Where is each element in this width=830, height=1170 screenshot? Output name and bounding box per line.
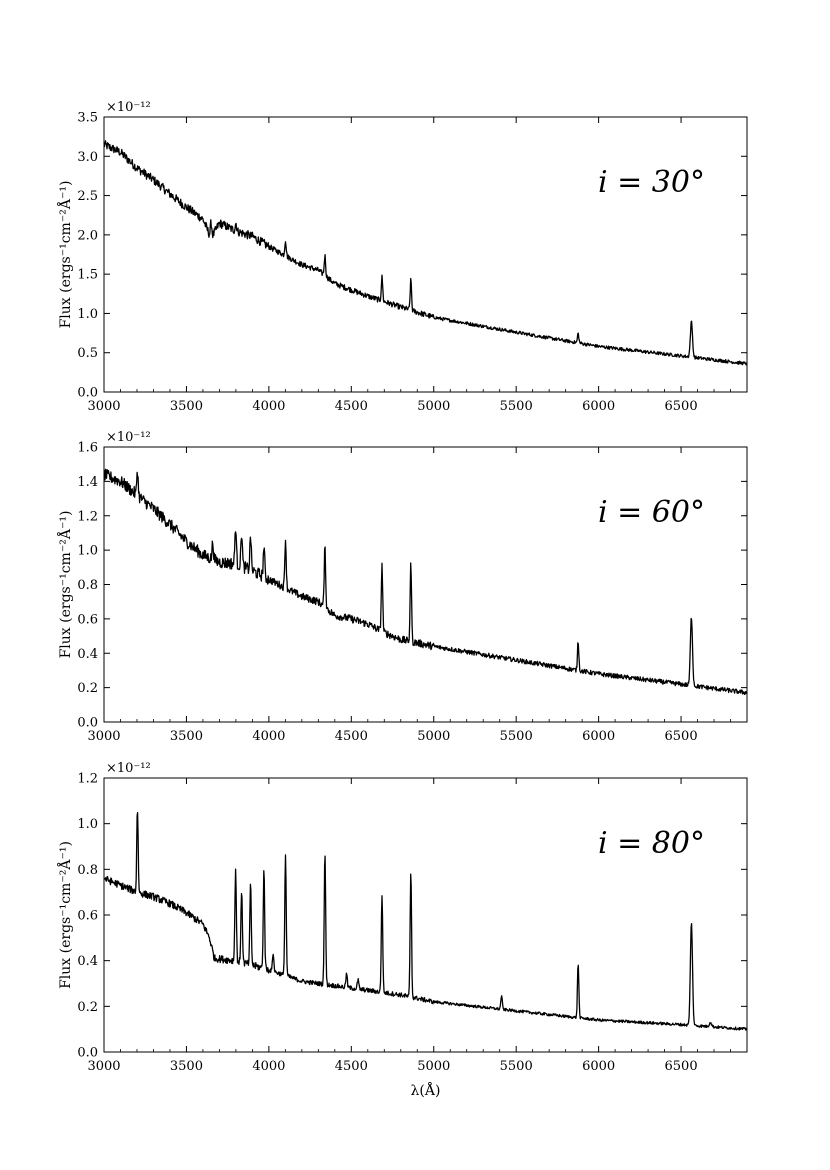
y-tick-label: 0.0: [77, 386, 98, 401]
y-multiplier: ×10⁻¹²: [106, 430, 151, 445]
x-tick-label: 6000: [582, 729, 615, 744]
panel-3: 3000 3500 4000 4500 5000 5500 6000 6500 0.0 0.2 0.…: [56, 761, 748, 1099]
y-tick-label: 3.0: [77, 150, 98, 165]
x-axis-label: λ(Å): [411, 1081, 441, 1099]
x-tick-label: 4500: [335, 399, 368, 414]
x-tick-label: 6000: [582, 399, 615, 414]
spectrum-line: [103, 468, 748, 696]
x-tick-label: 3500: [170, 1059, 203, 1074]
x-tick-label: 5000: [417, 1059, 450, 1074]
plot-frame: [103, 777, 748, 1053]
inclination-annotation: i = 80°: [598, 826, 705, 861]
y-tick-label: 3.5: [77, 111, 98, 126]
x-tick-label: 4000: [252, 729, 285, 744]
x-tick-label: 5000: [417, 729, 450, 744]
y-tick-label: 1.0: [77, 307, 98, 322]
x-tick-label: 5500: [500, 729, 533, 744]
x-tick-label: 4500: [335, 1059, 368, 1074]
y-tick-label: 0.6: [77, 612, 98, 627]
x-tick-label: 6500: [665, 729, 698, 744]
y-tick-label: 0.8: [77, 863, 98, 878]
x-tick-label: 5000: [417, 399, 450, 414]
y-tick-label: 1.2: [77, 772, 98, 787]
x-tick-label: 6500: [665, 1059, 698, 1074]
panel-1: 3000 3500 4000 4500 5000 5500 6000 6500 0.0 0.5 1.…: [56, 100, 748, 414]
y-axis-label: Flux (ergs⁻¹cm⁻²Å⁻¹): [56, 841, 74, 989]
x-tick-label: 3000: [87, 399, 120, 414]
x-tick-label: 3500: [170, 729, 203, 744]
x-tick-label: 4500: [335, 729, 368, 744]
y-tick-label: 0.6: [77, 909, 98, 924]
y-tick-label: 1.0: [77, 544, 98, 559]
x-tick-label: 3500: [170, 399, 203, 414]
x-tick-label: 6500: [665, 399, 698, 414]
y-tick-label: 0.0: [77, 716, 98, 731]
y-tick-label: 1.4: [77, 475, 98, 490]
x-tick-label: 5500: [500, 1059, 533, 1074]
y-tick-label: 0.4: [77, 954, 98, 969]
y-axis-label: Flux (ergs⁻¹cm⁻²Å⁻¹): [56, 511, 74, 659]
y-tick-label: 2.5: [77, 189, 98, 204]
y-axis-label: Flux (ergs⁻¹cm⁻²Å⁻¹): [56, 181, 74, 329]
y-tick-label: 0.2: [77, 681, 98, 696]
y-tick-label: 0.5: [77, 346, 98, 361]
x-tick-label: 6000: [582, 1059, 615, 1074]
y-multiplier: ×10⁻¹²: [106, 761, 151, 776]
x-tick-label: 5500: [500, 399, 533, 414]
panel-2: 3000 3500 4000 4500 5000 5500 6000 6500 0.0 0.2 0.…: [56, 430, 748, 744]
x-tick-label: 3000: [87, 1059, 120, 1074]
plot-frame: [103, 116, 748, 393]
y-tick-label: 1.5: [77, 268, 98, 283]
y-tick-label: 0.4: [77, 647, 98, 662]
spectrum-line: [103, 811, 748, 1031]
y-tick-label: 2.0: [77, 228, 98, 243]
y-tick-label: 1.0: [77, 817, 98, 832]
inclination-annotation: i = 60°: [598, 495, 705, 530]
inclination-annotation: i = 30°: [598, 165, 705, 200]
x-tick-label: 3000: [87, 729, 120, 744]
y-tick-label: 0.2: [77, 1000, 98, 1015]
x-tick-label: 4000: [252, 1059, 285, 1074]
x-tick-label: 4000: [252, 399, 285, 414]
y-tick-label: 1.2: [77, 509, 98, 524]
y-tick-label: 0.8: [77, 578, 98, 593]
y-tick-label: 0.0: [77, 1046, 98, 1061]
y-multiplier: ×10⁻¹²: [106, 100, 151, 115]
y-tick-label: 1.6: [77, 441, 98, 456]
spectrum-line: [103, 140, 748, 366]
